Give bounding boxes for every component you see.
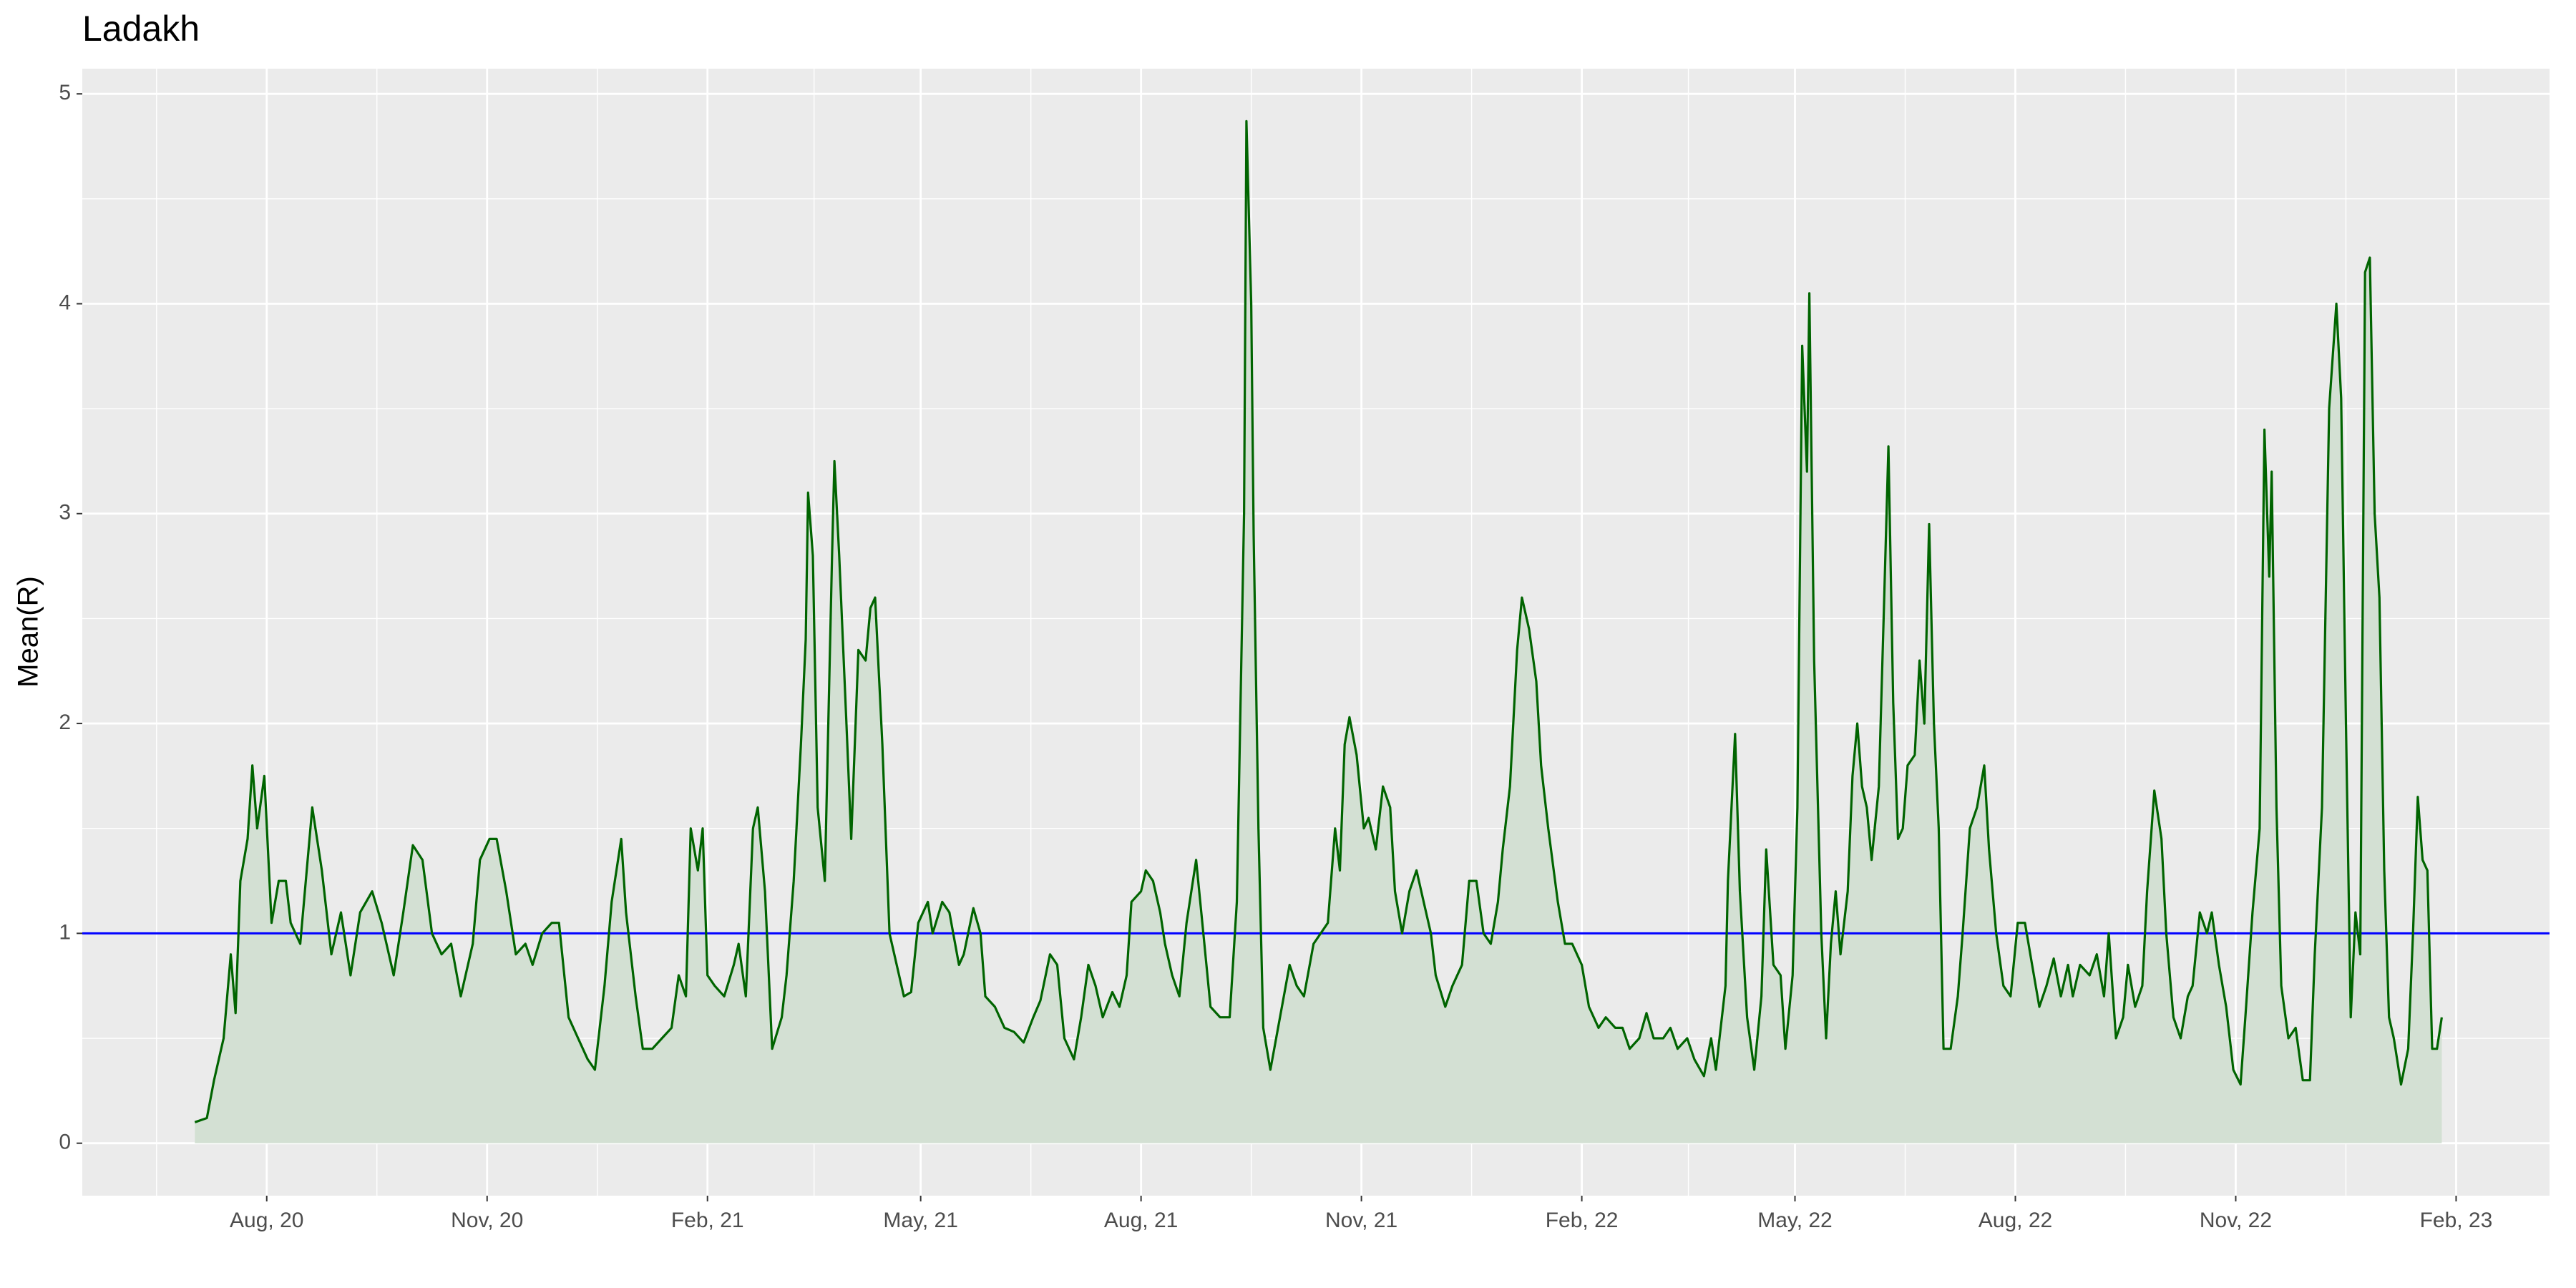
x-tick-label: Nov, 22 xyxy=(2200,1209,2272,1232)
y-tick-label: 0 xyxy=(59,1131,71,1154)
x-tick-label: Feb, 21 xyxy=(671,1209,744,1232)
x-tick-label: May, 21 xyxy=(883,1209,958,1232)
y-tick-label: 5 xyxy=(59,81,71,104)
y-tick-label: 2 xyxy=(59,711,71,734)
x-tick-label: Aug, 20 xyxy=(230,1209,303,1232)
x-tick-label: Aug, 22 xyxy=(1979,1209,2052,1232)
y-tick-label: 1 xyxy=(59,920,71,944)
y-axis-label: Mean(R) xyxy=(13,576,44,688)
line xyxy=(194,119,2443,1123)
y-tick-label: 4 xyxy=(59,291,71,314)
x-tick-label: Nov, 21 xyxy=(1325,1209,1397,1232)
y-tick-label: 3 xyxy=(59,501,71,525)
x-tick-label: Feb, 23 xyxy=(2420,1209,2493,1232)
x-tick-label: Nov, 20 xyxy=(451,1209,523,1232)
area xyxy=(195,121,2442,1143)
chart-title: Ladakh xyxy=(82,9,200,49)
x-tick-label: May, 22 xyxy=(1757,1209,1833,1232)
x-tick-label: Aug, 21 xyxy=(1104,1209,1178,1232)
x-tick-label: Feb, 22 xyxy=(1546,1209,1619,1232)
